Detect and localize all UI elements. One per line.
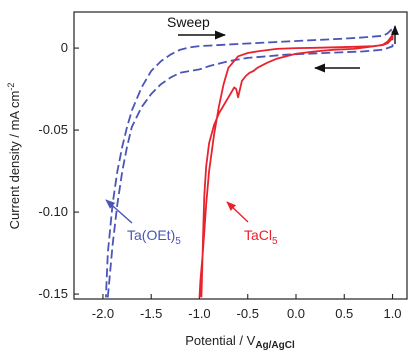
- y-tick-label: -0.10: [38, 204, 68, 219]
- tacl-label: TaCl5: [244, 227, 278, 247]
- y-axis-title: Current density / mA cm-2: [6, 83, 22, 230]
- series-line-tacl5: [198, 34, 394, 298]
- y-axis-ticks: 0 -0.05 -0.10 -0.15: [38, 40, 79, 301]
- sweep-label: Sweep: [167, 14, 210, 30]
- ta-oet-label: Ta(OEt)5: [127, 227, 181, 247]
- series-line-ta-oet5: [105, 27, 394, 298]
- ta-oet-arrow: [105, 199, 133, 224]
- y-tick-label: 0: [61, 40, 68, 55]
- series-layer: [105, 27, 394, 298]
- x-tick-label: 0.0: [287, 306, 305, 321]
- x-tick-label: -0.5: [237, 306, 259, 321]
- y-tick-label: -0.05: [38, 122, 68, 137]
- y-tick-label: -0.15: [38, 286, 68, 301]
- x-tick-label: 0.5: [335, 306, 353, 321]
- x-tick-label: -1.5: [140, 306, 162, 321]
- x-tick-label: -2.0: [92, 306, 114, 321]
- x-axis-title: Potential / VAg/AgCl: [185, 333, 295, 351]
- x-tick-label: 1.0: [383, 306, 401, 321]
- tacl-arrow: [226, 201, 249, 223]
- x-tick-label: -1.0: [188, 306, 210, 321]
- x-axis-ticks: -2.0 -1.5 -1.0 -0.5 0.0 0.5 1.0: [92, 294, 402, 321]
- plot-frame: [73, 11, 408, 300]
